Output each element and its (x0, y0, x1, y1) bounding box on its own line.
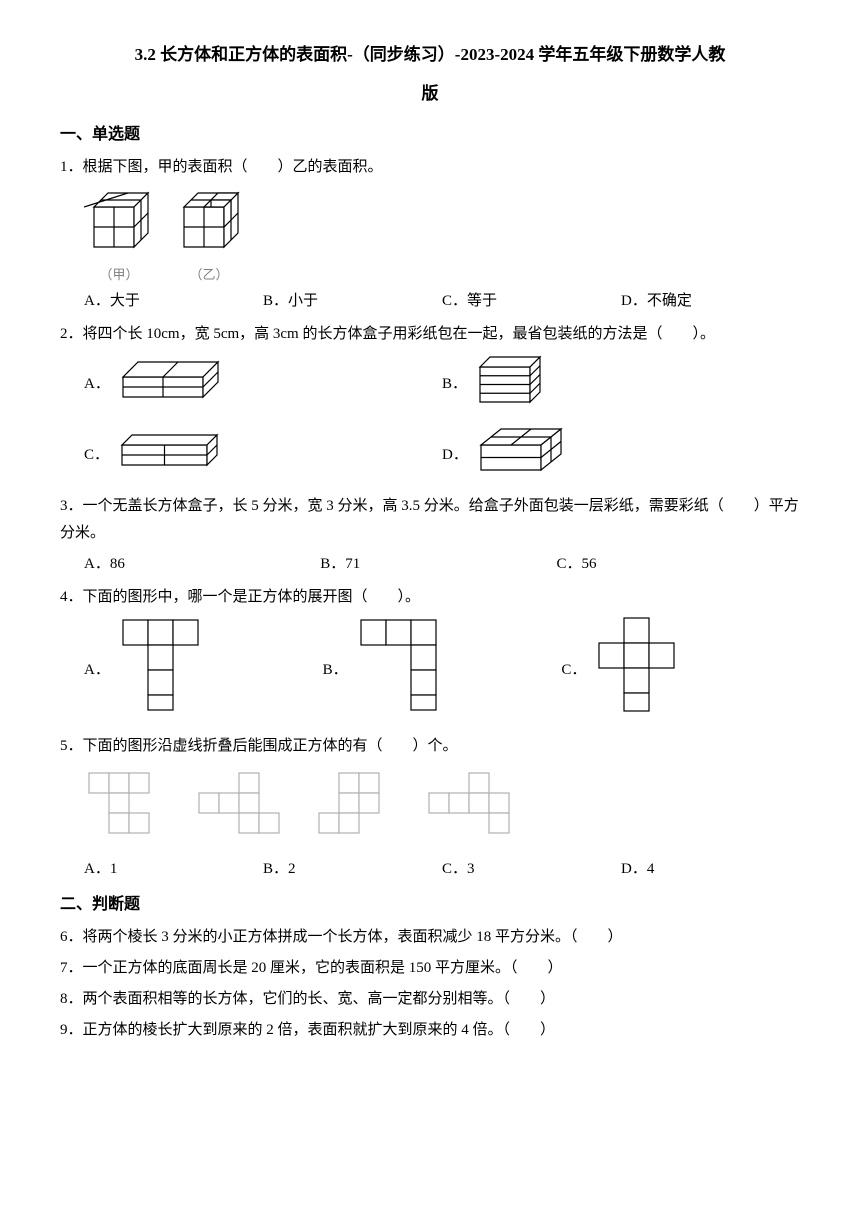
q2-opt-b-label: B． (442, 371, 467, 398)
q8-text: 8．两个表面积相等的长方体，它们的长、宽、高一定都分别相等。（ ） (60, 986, 800, 1013)
q5-net-4-icon (424, 768, 524, 848)
q1-figures: （甲） (84, 187, 800, 286)
q5-opt-d: D．4 (621, 856, 800, 883)
q5-opt-b: B．2 (263, 856, 442, 883)
q2-opt-d-label: D． (442, 442, 468, 469)
q2-box-b-icon (475, 352, 555, 417)
q2-opt-c-label: C． (84, 442, 109, 469)
q2-opt-a-label: A． (84, 371, 110, 398)
q2-box-a-icon (118, 357, 228, 412)
q4-text: 4．下面的图形中，哪一个是正方体的展开图（ ）。 (60, 584, 800, 611)
q5-text: 5．下面的图形沿虚线折叠后能围成正方体的有（ ）个。 (60, 733, 800, 760)
q5-opt-c: C．3 (442, 856, 621, 883)
q1-cube-jia-icon (84, 187, 154, 263)
q4-row: A． B． (84, 615, 800, 725)
q1-options: A．大于 B．小于 C．等于 D．不确定 (84, 288, 800, 315)
q4-opt-b-label: B． (323, 657, 348, 684)
q1-cube-yi-icon (174, 187, 244, 263)
q2-row1: A． B． (84, 352, 800, 417)
q3-opt-a: A．86 (84, 551, 320, 578)
q2-box-d-icon (476, 425, 576, 485)
q4-opt-c-label: C． (561, 657, 586, 684)
q1-opt-a: A．大于 (84, 288, 263, 315)
section2-header: 二、判断题 (60, 891, 800, 920)
q4-net-c-icon (594, 615, 679, 725)
q1-label-yi: （乙） (174, 263, 244, 286)
q3-options: A．86 B．71 C．56 (84, 551, 800, 578)
q5-opt-a: A．1 (84, 856, 263, 883)
q5-net-3-icon (314, 768, 394, 848)
q1-opt-c: C．等于 (442, 288, 621, 315)
q2-row2: C． D． (84, 425, 800, 485)
q3-text: 3．一个无盖长方体盒子，长 5 分米，宽 3 分米，高 3.5 分米。给盒子外面… (60, 493, 800, 547)
q1-text: 1．根据下图，甲的表面积（ ）乙的表面积。 (60, 154, 800, 181)
q3-opt-c: C．56 (557, 551, 793, 578)
q2-text: 2．将四个长 10cm，宽 5cm，高 3cm 的长方体盒子用彩纸包在一起，最省… (60, 321, 800, 348)
page-subtitle: 版 (60, 79, 800, 110)
q2-box-c-icon (117, 430, 227, 480)
section1-header: 一、单选题 (60, 121, 800, 150)
q5-options: A．1 B．2 C．3 D．4 (84, 856, 800, 883)
q3-opt-b: B．71 (320, 551, 556, 578)
q4-net-b-icon (356, 615, 446, 725)
q4-net-a-icon (118, 615, 208, 725)
page-title: 3.2 长方体和正方体的表面积-（同步练习）-2023-2024 学年五年级下册… (60, 40, 800, 71)
q5-net-1-icon (84, 768, 164, 848)
q4-opt-a-label: A． (84, 657, 110, 684)
q1-opt-b: B．小于 (263, 288, 442, 315)
q6-text: 6．将两个棱长 3 分米的小正方体拼成一个长方体，表面积减少 18 平方分米。（… (60, 924, 800, 951)
q5-net-2-icon (194, 768, 284, 848)
q9-text: 9．正方体的棱长扩大到原来的 2 倍，表面积就扩大到原来的 4 倍。（ ） (60, 1017, 800, 1044)
q1-opt-d: D．不确定 (621, 288, 800, 315)
q5-figures (84, 768, 800, 848)
q1-label-jia: （甲） (84, 263, 154, 286)
q7-text: 7．一个正方体的底面周长是 20 厘米，它的表面积是 150 平方厘米。（ ） (60, 955, 800, 982)
